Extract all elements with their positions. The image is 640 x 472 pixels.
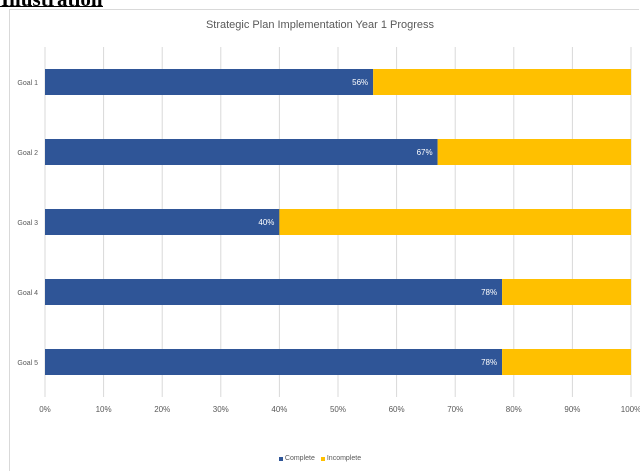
legend-item-incomplete: Incomplete [320,455,362,462]
data-label: 78% [481,288,497,297]
data-label: 67% [417,148,433,157]
chart-title: Strategic Plan Implementation Year 1 Pro… [205,19,435,31]
bar-complete [45,69,374,95]
x-tick-label: 80% [506,405,522,414]
data-label: 56% [352,78,368,87]
bar-incomplete [502,279,631,305]
x-tick-label: 40% [271,405,287,414]
bar-incomplete [279,209,631,235]
clipped-heading: Illustration [0,0,103,8]
legend-swatch-complete [278,456,283,461]
bar-complete [45,279,503,305]
legend-item-complete: Complete [278,455,315,462]
x-tick-label: 70% [447,405,463,414]
chart-frame [9,9,639,471]
category-label: Goal 4 [17,290,38,297]
x-tick-label: 60% [389,405,405,414]
data-label: 40% [258,218,274,227]
x-tick-label: 30% [213,405,229,414]
bar-complete [45,139,438,165]
bar-complete [45,209,280,235]
category-label: Goal 1 [17,80,38,87]
category-label: Goal 5 [17,360,38,367]
x-tick-label: 10% [96,405,112,414]
legend-label-complete: Complete [284,455,315,462]
x-tick-label: 0% [39,405,51,414]
data-label: 78% [481,358,497,367]
x-tick-label: 100% [621,405,640,414]
x-tick-label: 20% [154,405,170,414]
bar-incomplete [437,139,631,165]
bar-complete [45,349,503,375]
x-tick-label: 50% [330,405,346,414]
bar-incomplete [373,69,631,95]
x-tick-label: 90% [564,405,580,414]
legend-swatch-incomplete [320,456,325,461]
heading-text: Illustration [1,0,103,8]
legend-label-incomplete: Incomplete [326,455,362,462]
category-label: Goal 2 [17,150,38,157]
category-label: Goal 3 [17,220,38,227]
legend: Complete Incomplete [0,455,640,462]
heading-underline [0,6,103,7]
bar-incomplete [502,349,631,375]
